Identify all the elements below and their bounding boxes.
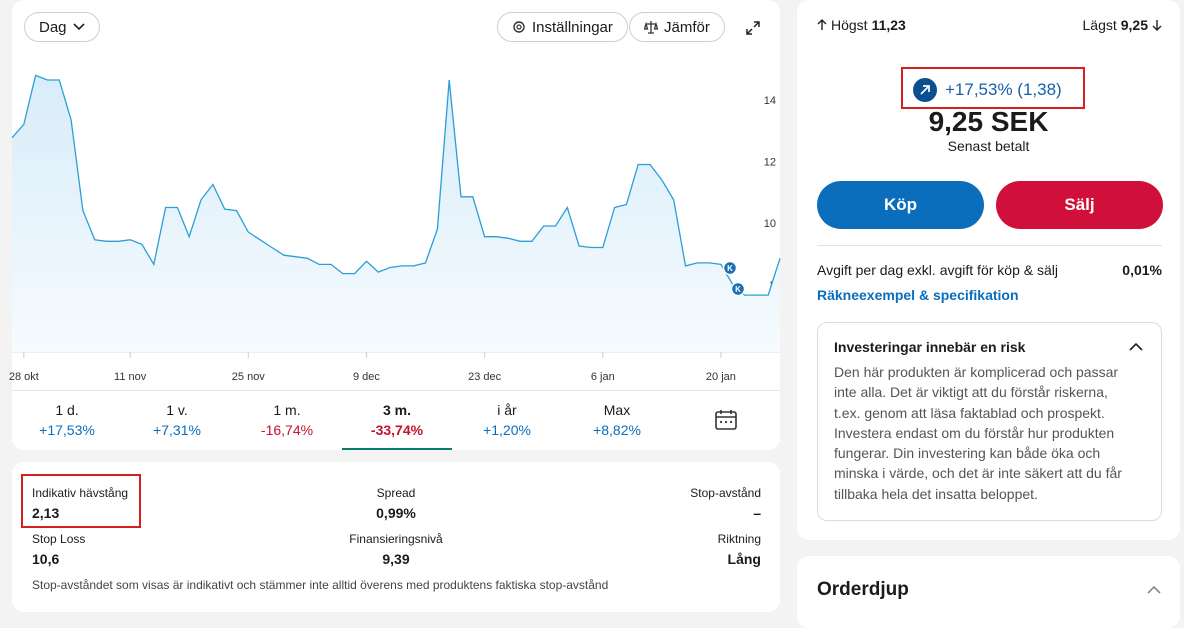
period-change: -33,74% [370,422,424,438]
period-change: +1,20% [483,422,531,438]
low-value: 9,25 [1120,17,1148,33]
chevron-down [72,23,85,31]
stat: Stop-avstånd – [690,486,761,521]
period-select[interactable]: Dag [24,12,100,42]
stat-value: 2,13 [32,505,60,521]
period-change: -16,74% [260,422,314,438]
stat-value: 0,99% [376,505,416,521]
trade-marker-label: K [727,264,733,273]
buy-button[interactable]: Köp [817,181,984,229]
expand-icon[interactable] [745,20,761,36]
stat-label: Stop-avstånd [690,486,761,500]
fee-label: Avgift per dag exkl. avgift för köp & sä… [817,262,1058,278]
area-fill [12,75,780,353]
y-tick-label: 12 [764,156,776,168]
stats-note: Stop-avståndet som visas är indikativt o… [32,578,609,592]
selected-indicator [342,448,452,450]
low-label: Lägst [1082,17,1117,33]
sell-button[interactable]: Sälj [996,181,1163,229]
period-label: 1 m. [273,402,301,418]
period-label: 1 d. [55,402,79,418]
trade-marker [730,281,746,297]
y-tick-label: 14 [764,95,776,107]
quote-card [797,0,1180,540]
risk-box [817,322,1162,521]
y-tick-label: 10 [764,218,776,230]
risk-title: Investeringar innebär en risk [834,339,1026,355]
stat: Spread 0,99% [296,486,496,521]
period-change: +7,31% [153,422,201,438]
period-tab[interactable]: 1 v. +7,31% [122,390,232,450]
stat-value: Lång [727,551,761,567]
stat: Finansieringsnivå 9,39 [296,532,496,567]
x-tick-label: 9 dec [353,371,380,383]
change-value: +17,53% (1,38) [945,80,1062,99]
price-label: Senast betalt [947,138,1030,154]
stat: Stop Loss 10,6 [32,532,85,567]
arrow-up [817,19,827,30]
stat-label: Riktning [717,532,761,546]
x-tick-label: 6 jan [591,371,615,383]
period-tab[interactable]: Max +8,82% [562,390,672,450]
x-tick-label: 28 okt [9,371,39,383]
trade-marker-label: K [735,285,741,294]
highlight-box [21,474,141,528]
period-label: 3 m. [382,402,411,418]
price-line [11,74,781,296]
change-icon [913,78,937,102]
change: +17,53% (1,38) [913,78,1062,102]
stat-label: Spread [376,486,416,500]
period-label: Max [603,402,631,418]
orderbook-title: Orderdjup [817,579,909,600]
stat-label: Stop Loss [32,532,86,546]
stat-value: 9,39 [382,551,410,567]
calendar-icon[interactable] [714,408,738,432]
high: Högst 11,23 [817,17,906,33]
high-label: Högst [831,17,868,33]
chevron-up[interactable] [1147,585,1161,594]
period-tab[interactable]: 3 m. -33,74% [342,390,452,450]
risk-text: Den här produkten är komplicerad och pas… [834,364,1122,502]
price: 9,25 SEK [928,106,1049,137]
x-tick-label: 25 nov [232,371,266,383]
stat-value: – [753,505,761,521]
period-label: 1 v. [166,402,188,418]
arrow-down [1152,20,1162,31]
x-tick-label: 11 nov [114,371,147,383]
period-label: i år [497,402,517,418]
highlight-box [901,67,1085,109]
stat-value: 10,6 [32,551,60,567]
settings-label: Inställningar [532,18,613,36]
divider [817,245,1162,246]
period-tab[interactable]: 1 d. +17,53% [12,390,122,450]
period-change: +17,53% [39,422,95,438]
divider [12,390,780,391]
compare-button[interactable]: Jämför [629,12,725,42]
x-tick-label: 23 dec [468,371,502,383]
fee-value: 0,01% [1122,262,1162,278]
settings-button[interactable]: Inställningar [497,12,628,42]
stat: Riktning Lång [718,532,761,567]
period-tab[interactable]: i år +1,20% [452,390,562,450]
compare-label: Jämför [664,18,710,36]
fee-link[interactable]: Räkneexempel & specifikation [817,287,1019,303]
chevron-up[interactable] [1129,342,1143,351]
x-tick-label: 20 jan [706,371,736,383]
trade-marker [722,260,738,276]
stat-label: Indikativ hävstång [32,486,129,500]
period-select-label: Dag [39,18,67,36]
period-change: +8,82% [593,422,641,438]
stat: Indikativ hävstång 2,13 [32,486,128,521]
high-value: 11,23 [871,17,906,33]
low: Lägst 9,25 [1083,17,1163,33]
period-tab[interactable]: 1 m. -16,74% [232,390,342,450]
gear-icon [513,21,525,33]
scale-icon [644,21,658,34]
stat-label: Finansieringsnivå [349,532,443,546]
